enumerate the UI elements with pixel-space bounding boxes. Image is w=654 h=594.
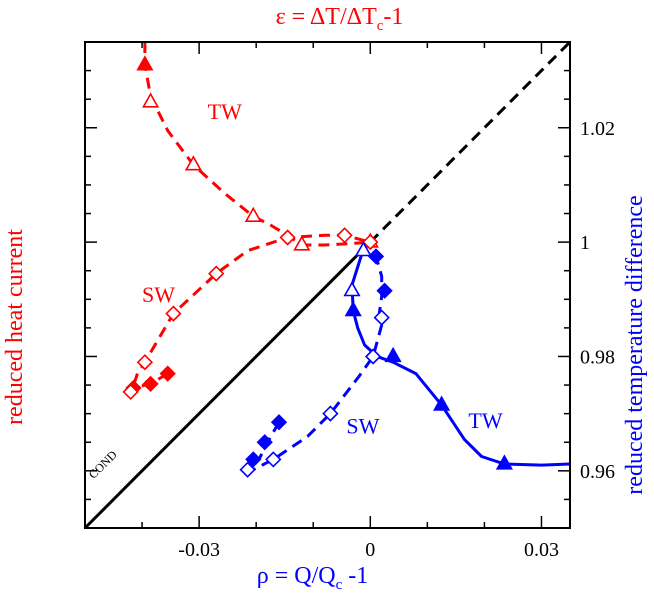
open-triangle-marker: [293, 235, 311, 251]
open-diamond-marker: [265, 451, 282, 468]
annotation-tw: TW: [468, 408, 502, 433]
x-tick-label: 0: [365, 539, 375, 561]
open-triangle-marker: [244, 206, 262, 222]
filled-diamond-marker: [159, 365, 176, 382]
chart-title-top: ε = ΔT/ΔTc-1: [276, 4, 404, 34]
open-diamond-marker: [322, 405, 339, 422]
filled-triangle-marker: [384, 346, 402, 363]
x-tick-label: -0.03: [178, 539, 220, 561]
open-diamond-marker: [279, 229, 296, 246]
filled-diamond-marker: [142, 375, 159, 393]
filled-diamond-marker: [376, 282, 393, 299]
series-line-5: [246, 241, 384, 472]
annotation-sw: SW: [346, 414, 379, 439]
filled-triangle-marker: [136, 55, 154, 71]
annotation-tw: TW: [208, 99, 242, 124]
series-line-0: [83, 241, 372, 530]
plot-frame: [84, 41, 571, 529]
filled-diamond-marker: [245, 451, 262, 468]
open-diamond-marker: [208, 265, 225, 282]
open-diamond-marker: [362, 233, 379, 251]
open-diamond-marker: [165, 305, 182, 322]
open-diamond-marker: [239, 461, 256, 478]
open-diamond-marker: [136, 354, 154, 371]
open-diamond-marker: [122, 383, 139, 401]
y-right-tick-label: 0.98: [580, 346, 615, 368]
filled-diamond-marker: [367, 248, 385, 265]
open-triangle-marker: [343, 281, 361, 297]
series-line-4: [350, 248, 571, 467]
open-triangle-marker: [184, 155, 202, 171]
y-right-tick-label: 0.96: [580, 461, 615, 483]
filled-diamond-marker: [270, 414, 288, 431]
y-right-tick-label: 1: [580, 232, 590, 254]
x-tick-label: 0.03: [524, 539, 559, 561]
filled-triangle-marker: [495, 454, 513, 470]
filled-triangle-marker: [433, 395, 451, 411]
open-diamond-marker: [373, 309, 390, 326]
y-axis-label-right: reduced temperature difference: [622, 195, 648, 494]
open-diamond-marker: [364, 348, 382, 365]
y-axis-label-left: reduced heat current: [2, 229, 28, 425]
x-axis-label: ρ = Q/Qc -1: [257, 563, 369, 593]
filled-triangle-marker: [344, 301, 362, 317]
filled-diamond-marker: [256, 434, 273, 451]
open-diamond-marker: [336, 227, 353, 244]
series-line-1: [369, 40, 572, 244]
annotation-cond: COND: [86, 447, 120, 481]
open-triangle-marker: [354, 241, 372, 257]
y-right-tick-label: 1.02: [580, 118, 615, 140]
annotation-sw: SW: [142, 282, 175, 307]
open-triangle-marker: [142, 92, 160, 108]
